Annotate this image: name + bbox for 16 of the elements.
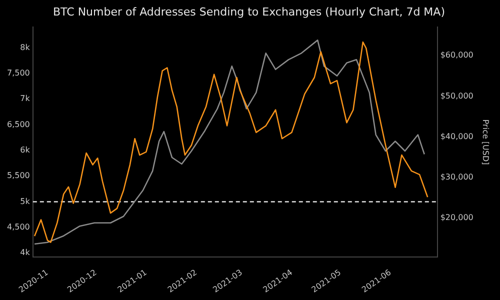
y2-tick-label: $30,000 [440, 172, 474, 182]
y-tick-label: 4,500 [6, 222, 30, 232]
y2-tick-label: $20,000 [440, 213, 474, 222]
y-tick-label: 8k [20, 42, 30, 52]
y-tick-label: 6k [20, 146, 30, 155]
y-tick-label: 7,500 [6, 68, 30, 78]
y-tick-label: 5,500 [6, 171, 30, 180]
chart-title: BTC Number of Addresses Sending to Exchanges (Hourly Chart, 7d MA) [53, 5, 445, 18]
y-tick-label: 5k [20, 196, 30, 206]
y-tick-label: 6,500 [6, 120, 30, 129]
y2-tick-label: $50,000 [440, 91, 474, 100]
y2-tick-label: $40,000 [440, 132, 474, 141]
y2-tick-label: $60,000 [440, 50, 474, 60]
y-tick-label: 4k [20, 248, 30, 258]
y-tick-label: 7k [20, 94, 30, 104]
y2-axis-title: Price [USD] [481, 119, 490, 165]
